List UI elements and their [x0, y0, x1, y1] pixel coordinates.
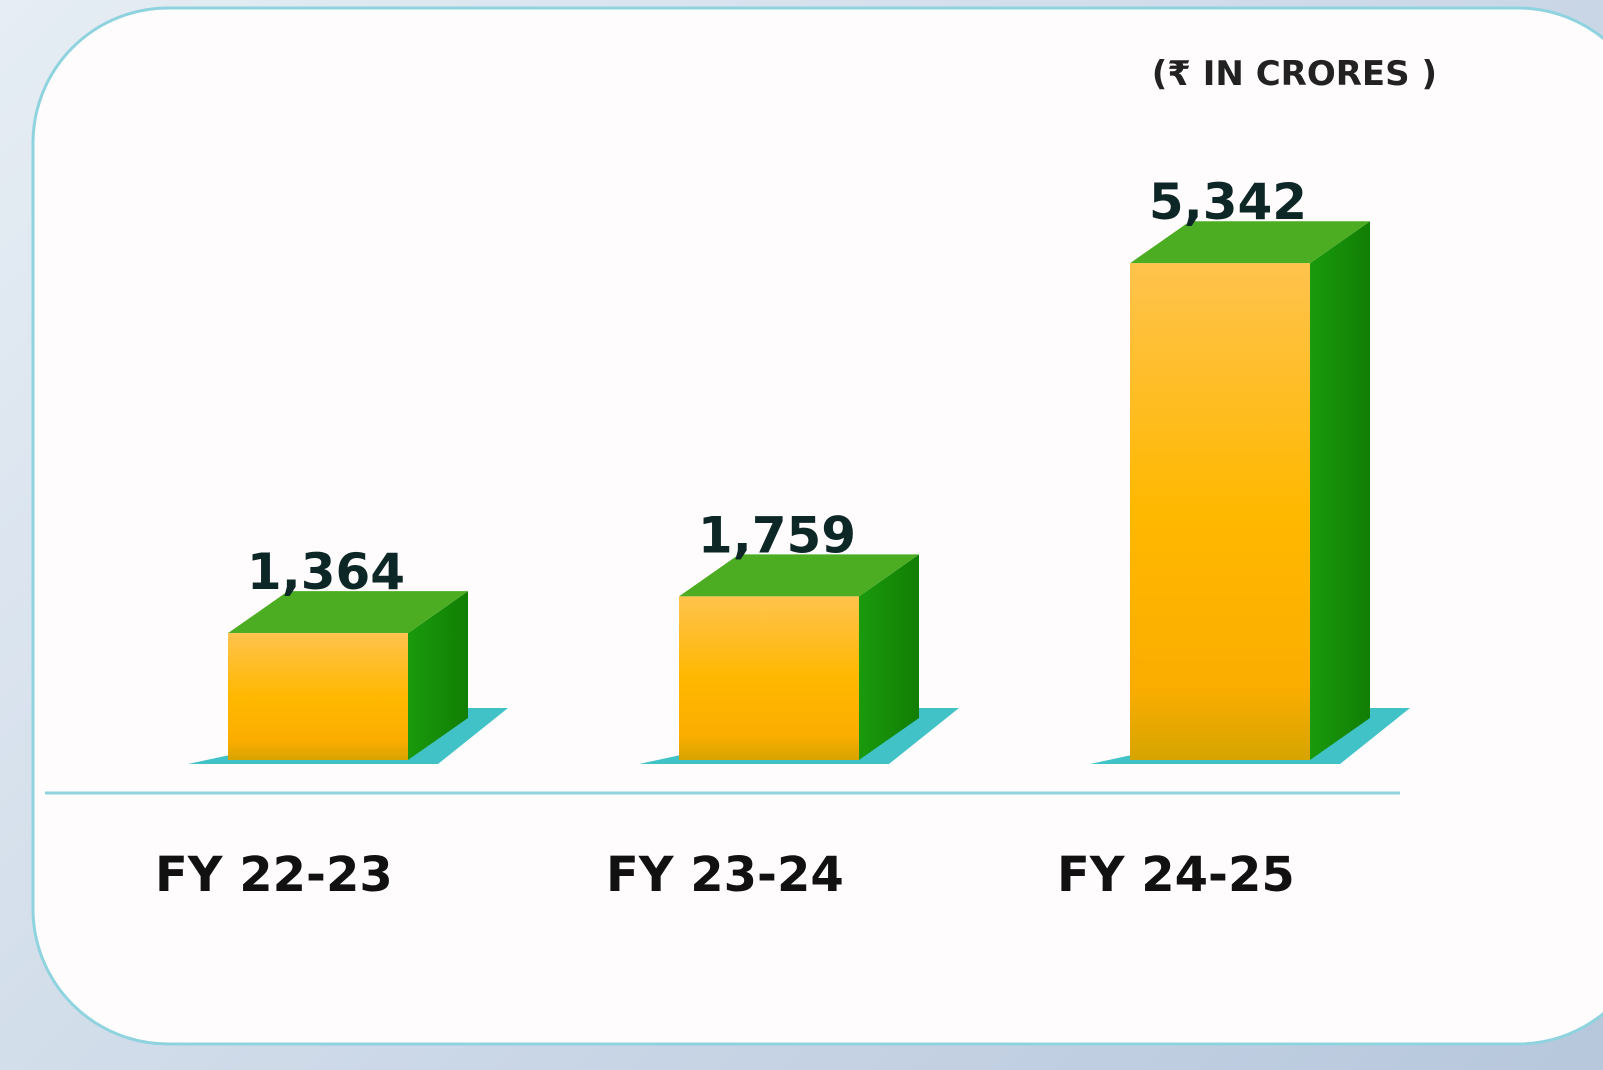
bar-side — [408, 591, 468, 760]
bars: 1,364 FY 22-23 1,759 FY 23-24 5,342 FY 24-25 — [155, 173, 1410, 903]
bar-top — [228, 591, 468, 634]
category-label: FY 23-24 — [606, 847, 844, 903]
value-label: 1,364 — [247, 543, 405, 601]
bar-top — [1130, 221, 1370, 264]
bar-side — [1310, 221, 1370, 761]
bar — [679, 554, 919, 760]
unit-label: (₹ IN CRORES ) — [1152, 54, 1437, 94]
category-label: FY 22-23 — [155, 847, 393, 903]
bar-top — [679, 554, 919, 597]
bar — [1130, 221, 1370, 761]
bar — [228, 591, 468, 760]
bar-front — [1130, 263, 1310, 760]
bar-front — [228, 633, 408, 760]
value-label: 5,342 — [1149, 173, 1307, 231]
value-label: 1,759 — [698, 506, 856, 564]
category-label: FY 24-25 — [1057, 847, 1295, 903]
bar-front — [679, 596, 859, 760]
bar-side — [859, 554, 919, 760]
